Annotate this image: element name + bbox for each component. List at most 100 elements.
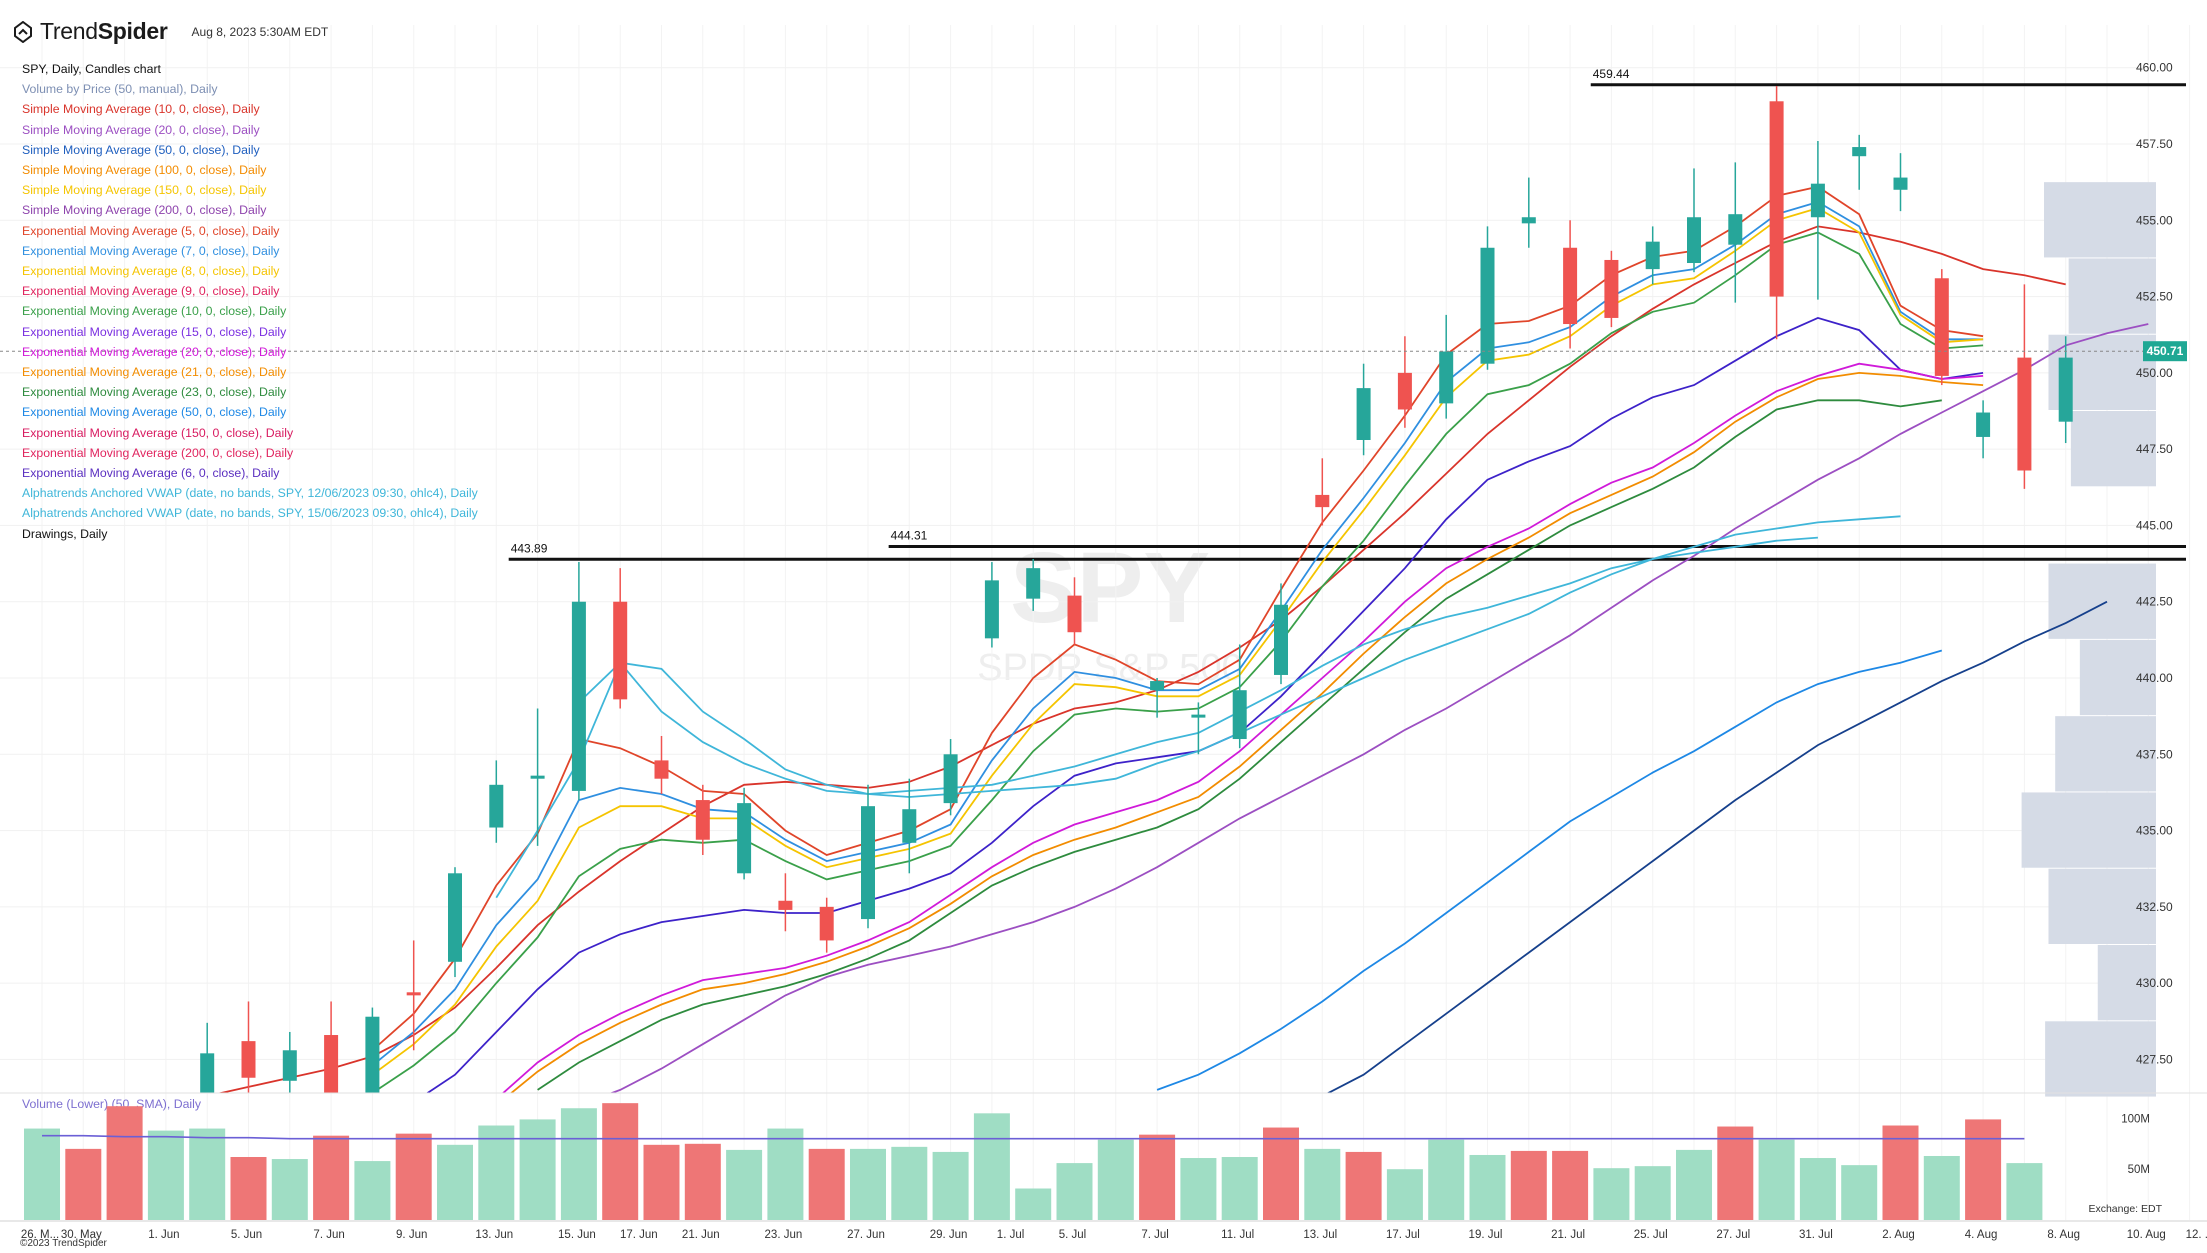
legend-item[interactable]: Exponential Moving Average (7, 0, close)… xyxy=(22,243,280,258)
candle[interactable] xyxy=(2058,336,2073,444)
volume-bar xyxy=(767,1128,804,1220)
horizontal-levels[interactable]: 459.44 444.31 443.89 xyxy=(508,67,2186,561)
candle-body xyxy=(695,800,710,840)
legend-item[interactable]: Volume by Price (50, manual), Daily xyxy=(22,82,218,97)
candle[interactable] xyxy=(654,735,669,794)
time-tick-label: 21. Jun xyxy=(682,1229,720,1241)
legend-item[interactable]: Drawings, Daily xyxy=(22,526,108,541)
candle[interactable] xyxy=(1191,702,1206,755)
price-tick-label: 450.00 xyxy=(2136,366,2173,380)
candle[interactable] xyxy=(489,760,504,843)
candle[interactable] xyxy=(1480,226,1495,370)
candle[interactable] xyxy=(365,1007,380,1130)
candle[interactable] xyxy=(571,562,586,801)
legend-item[interactable]: Alphatrends Anchored VWAP (date, no band… xyxy=(22,486,478,501)
legend-item[interactable]: Exponential Moving Average (5, 0, close)… xyxy=(22,223,280,238)
candle[interactable] xyxy=(1067,577,1082,645)
legend-item[interactable]: Exponential Moving Average (23, 0, close… xyxy=(22,385,287,400)
candle[interactable] xyxy=(1150,678,1165,718)
legend-item[interactable]: Simple Moving Average (200, 0, close), D… xyxy=(22,203,267,218)
candle[interactable] xyxy=(1645,226,1660,285)
candle[interactable] xyxy=(2017,284,2032,489)
time-tick-label: 21. Jul xyxy=(1551,1229,1585,1241)
candle[interactable] xyxy=(282,1031,297,1099)
candle[interactable] xyxy=(200,1022,215,1121)
candle[interactable] xyxy=(1563,220,1578,349)
candle[interactable] xyxy=(902,778,917,874)
candle[interactable] xyxy=(1893,153,1908,212)
candle[interactable] xyxy=(406,940,421,1051)
time-axis[interactable]: 26. M... 30. May 1. Jun 5. Jun 7. Jun 9. Jun 1… xyxy=(0,1220,2207,1241)
candle[interactable] xyxy=(1356,363,1371,456)
ma-line xyxy=(501,362,1984,1093)
legend-item[interactable]: Simple Moving Average (100, 0, close), D… xyxy=(22,163,267,178)
legend-item[interactable]: Exponential Moving Average (50, 0, close… xyxy=(22,405,287,420)
candle[interactable] xyxy=(1934,269,1949,386)
volume-bar xyxy=(106,1106,143,1220)
candle[interactable] xyxy=(1232,644,1247,749)
candle-body xyxy=(819,906,834,941)
volume-bar xyxy=(1841,1165,1878,1220)
candle[interactable] xyxy=(241,1001,256,1108)
legend-item[interactable]: Exponential Moving Average (21, 0, close… xyxy=(22,365,287,380)
candle[interactable] xyxy=(1026,559,1041,611)
legend-item[interactable]: Exponential Moving Average (10, 0, close… xyxy=(22,304,287,319)
volume-pane: Volume (Lower) (50, SMA), Daily 100M 50M Ex… xyxy=(0,1092,2207,1220)
candle[interactable] xyxy=(695,784,710,855)
price-tick-label: 455.00 xyxy=(2136,213,2173,227)
ma-line xyxy=(609,323,2149,1093)
trendspider-logo-icon xyxy=(14,20,32,43)
volume-bar xyxy=(602,1103,639,1220)
candle[interactable] xyxy=(1521,177,1536,248)
ma-line xyxy=(509,371,1984,1093)
legend-item[interactable]: Simple Moving Average (20, 0, close), Da… xyxy=(22,122,260,137)
time-tick-label: 12. ... xyxy=(2186,1229,2207,1241)
candle[interactable] xyxy=(1852,134,1867,190)
candle[interactable] xyxy=(943,739,958,816)
candle[interactable] xyxy=(1439,314,1454,419)
candle[interactable] xyxy=(1315,458,1330,526)
time-tick-label: 27. Jun xyxy=(847,1229,885,1241)
candle[interactable] xyxy=(819,897,834,953)
volume-bar xyxy=(1428,1139,1465,1220)
price-axis[interactable]: 460.00 457.50 455.00 452.50 450.00 447.50 445.… xyxy=(2136,61,2173,1067)
candle[interactable] xyxy=(737,787,752,880)
legend-item[interactable]: Exponential Moving Average (200, 0, clos… xyxy=(22,445,294,460)
candle[interactable] xyxy=(448,867,462,978)
legend-item[interactable]: Exponential Moving Average (15, 0, close… xyxy=(22,324,287,339)
volume-legend-label[interactable]: Volume (Lower) (50, SMA), Daily xyxy=(22,1097,202,1111)
legend-item[interactable]: Exponential Moving Average (150, 0, clos… xyxy=(22,425,294,440)
candle[interactable] xyxy=(1274,583,1288,685)
legend-item[interactable]: Exponential Moving Average (8, 0, close)… xyxy=(22,264,280,279)
candle[interactable] xyxy=(613,568,628,709)
legend-item[interactable]: Simple Moving Average (150, 0, close), D… xyxy=(22,183,267,198)
candle[interactable] xyxy=(1728,162,1743,303)
candle[interactable] xyxy=(1810,140,1825,300)
brand-logo[interactable]: TrendSpider xyxy=(40,18,168,45)
legend-item[interactable]: Exponential Moving Average (9, 0, close)… xyxy=(22,284,280,299)
legend-item[interactable]: Alphatrends Anchored VWAP (date, no band… xyxy=(22,506,478,521)
candle[interactable] xyxy=(1976,400,1991,459)
legend-item[interactable]: Exponential Moving Average (6, 0, close)… xyxy=(22,466,280,481)
candle[interactable] xyxy=(1769,86,1784,340)
volume-tick-label: 100M xyxy=(2121,1113,2150,1125)
candle[interactable] xyxy=(324,1001,339,1117)
last-price-badge xyxy=(2143,341,2187,362)
legend-item[interactable]: Exponential Moving Average (20, 0, close… xyxy=(22,344,287,359)
legend-item[interactable]: Simple Moving Average (10, 0, close), Da… xyxy=(22,102,260,117)
candle[interactable] xyxy=(861,784,875,929)
candle[interactable] xyxy=(984,562,999,648)
candle[interactable] xyxy=(1397,336,1412,428)
legend-item[interactable]: Simple Moving Average (50, 0, close), Da… xyxy=(22,142,260,157)
candles[interactable] xyxy=(200,86,2073,1130)
candle[interactable] xyxy=(530,708,545,846)
candle[interactable] xyxy=(1604,250,1619,328)
volume-profile-bar xyxy=(2044,182,2156,258)
indicator-legend[interactable]: SPY, Daily, Candles chart Volume by Pric… xyxy=(22,59,478,544)
candle[interactable] xyxy=(778,873,793,932)
volume-profile-bar xyxy=(2068,258,2156,334)
candle-body xyxy=(1810,183,1825,218)
price-tick-label: 430.00 xyxy=(2136,976,2173,990)
candle[interactable] xyxy=(1687,168,1701,273)
